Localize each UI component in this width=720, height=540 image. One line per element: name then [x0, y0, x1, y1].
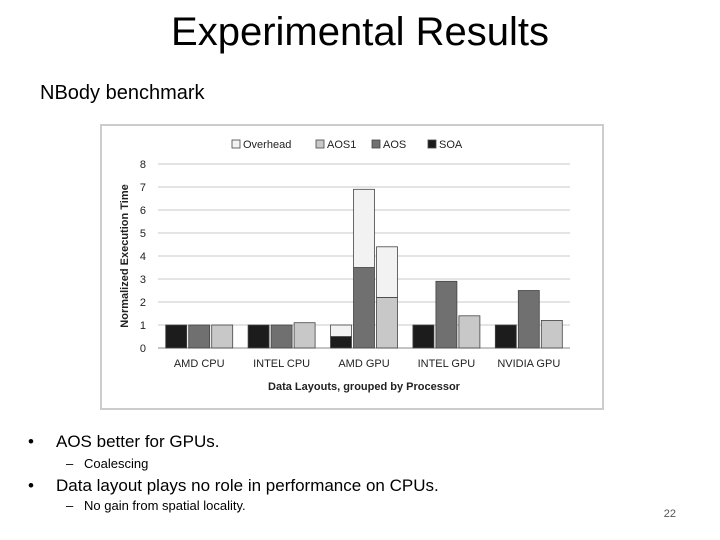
- legend-swatch: [371, 139, 381, 149]
- bullet-text: Data layout plays no role in performance…: [56, 476, 439, 495]
- sub-bullet-marker: –: [66, 456, 74, 471]
- x-tick-label: AMD GPU: [338, 358, 389, 370]
- bullet-marker: •: [28, 432, 34, 451]
- y-tick-label: 6: [140, 205, 146, 217]
- y-axis-label: Normalized Execution Time: [119, 184, 131, 327]
- sub-bullet-text: Coalescing: [84, 456, 149, 471]
- bar-overhead: [330, 324, 352, 337]
- bar-aos1: [540, 319, 563, 349]
- slide-title: Experimental Results: [171, 10, 549, 54]
- y-tick-label: 2: [140, 297, 146, 309]
- bar-aos: [353, 267, 375, 349]
- y-tick-label: 5: [140, 228, 146, 240]
- legend-swatch: [427, 139, 437, 149]
- bar-chart: 0 1 2 3 4 5 6 7 8 Normalized Execution Time Data L…: [119, 139, 570, 393]
- sub-bullet-item: – No gain from spatial locality.: [66, 498, 246, 513]
- sub-bullet-marker: –: [66, 498, 74, 513]
- sub-bullet-text: No gain from spatial locality.: [84, 498, 246, 513]
- y-tick-label: 3: [140, 274, 146, 286]
- bar-aos1: [211, 324, 234, 349]
- bar-aos: [517, 290, 540, 349]
- x-tick-label: INTEL CPU: [253, 358, 310, 370]
- legend-label: AOS1: [327, 139, 356, 151]
- y-tick-label: 8: [140, 159, 146, 171]
- legend-swatch: [315, 139, 325, 149]
- bar-aos: [188, 324, 211, 349]
- bar-overhead: [376, 246, 398, 298]
- bar-aos1: [293, 322, 316, 349]
- x-tick-label: INTEL GPU: [418, 358, 476, 370]
- x-tick-label: AMD CPU: [174, 358, 225, 370]
- legend-label: AOS: [383, 139, 406, 151]
- y-tick-label: 7: [140, 182, 146, 194]
- x-tick-label: NVIDIA GPU: [497, 358, 560, 370]
- bar-soa: [330, 336, 352, 349]
- bullet-marker: •: [28, 476, 34, 495]
- bullet-item: • AOS better for GPUs.: [28, 432, 219, 452]
- legend-label: SOA: [439, 139, 463, 151]
- y-tick-label: 1: [140, 320, 146, 332]
- bar-aos: [270, 324, 293, 349]
- bar-soa: [165, 324, 188, 349]
- page-number: 22: [663, 508, 676, 520]
- y-tick-label: 4: [140, 251, 146, 263]
- legend-swatch: [231, 139, 241, 149]
- bar-soa: [247, 324, 270, 349]
- legend-label: Overhead: [243, 139, 291, 151]
- bar-aos: [435, 280, 458, 349]
- bullet-text: AOS better for GPUs.: [56, 432, 220, 451]
- bar-aos1: [376, 296, 398, 349]
- bar-aos1: [458, 315, 481, 349]
- chart-frame: 0 1 2 3 4 5 6 7 8 Normalized Execution Time Data L…: [100, 124, 604, 410]
- bullet-item: • Data layout plays no role in performanc…: [28, 476, 439, 496]
- x-axis-label: Data Layouts, grouped by Processor: [268, 381, 461, 393]
- bar-overhead: [353, 188, 375, 268]
- slide-subtitle: NBody benchmark: [40, 82, 205, 104]
- y-tick-label: 0: [140, 343, 146, 355]
- sub-bullet-item: – Coalescing: [66, 456, 148, 471]
- bar-soa: [412, 324, 435, 349]
- bar-soa: [494, 324, 517, 349]
